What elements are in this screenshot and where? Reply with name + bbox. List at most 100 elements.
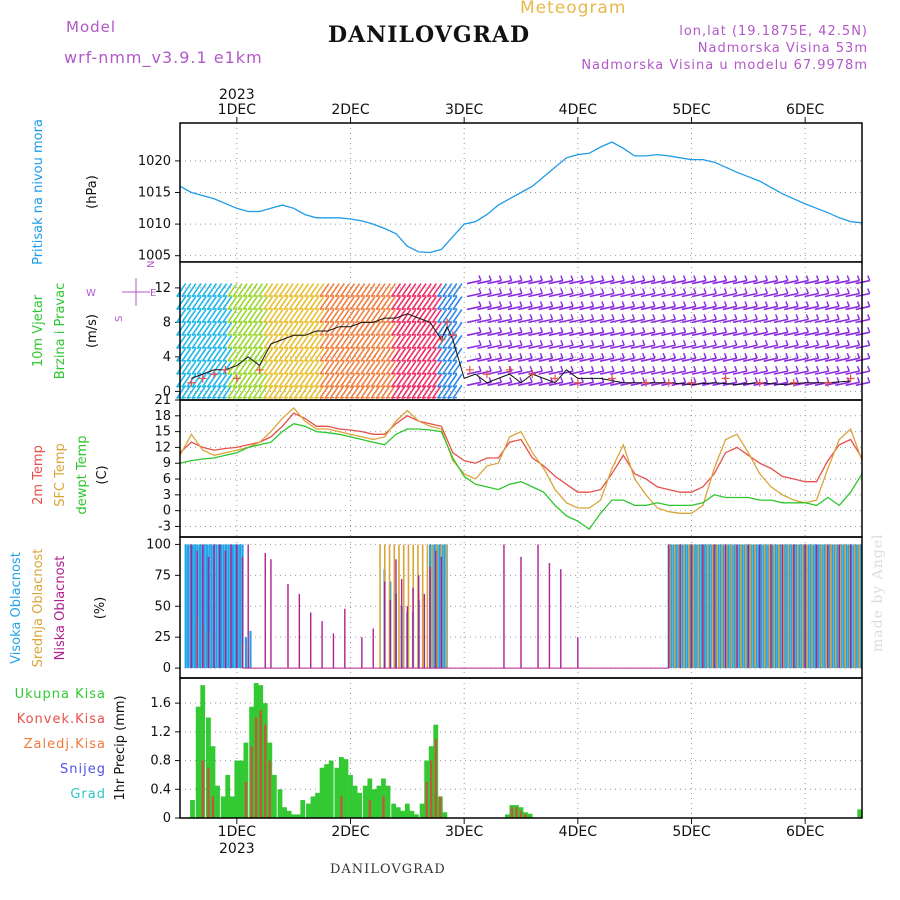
wind-barb-flag-381 [391, 333, 396, 337]
wind-barb-387 [395, 283, 407, 298]
wind-barb-409 [406, 334, 417, 349]
wind-barb-flag-312 [350, 372, 355, 375]
wind-barb-416 [411, 308, 422, 323]
wind-barb-27 [191, 283, 202, 298]
wind-barb-flag-537 [519, 352, 523, 359]
wind-barb-663 [650, 357, 666, 362]
wind-barb-flag-676 [682, 288, 687, 294]
wind-barb-flag-374 [386, 359, 391, 362]
ytick-label-2-0: -3 [158, 519, 171, 534]
wind-barb-164 [268, 308, 279, 323]
cloud-bar-48 [703, 544, 706, 669]
wind-barb-449 [426, 384, 437, 399]
cloud-bar-35 [672, 544, 675, 669]
wind-barb-399 [401, 321, 412, 336]
precip-total-bar-5 [215, 785, 220, 818]
wind-barb-flag-85 [222, 346, 227, 349]
wind-barb-flag-171 [273, 294, 279, 298]
wind-barb-flag-161 [263, 396, 268, 400]
wind-barb-flag-692 [693, 377, 697, 383]
wind-barb-805 [814, 331, 829, 337]
wind-barb-257 [319, 347, 330, 362]
wind-barb-flag-383 [391, 359, 396, 362]
wind-barb-flag-788 [805, 339, 810, 346]
cloud-bar-58 [726, 544, 730, 669]
wind-barb-634 [620, 331, 635, 337]
wind-barb-757 [763, 292, 778, 298]
wind-barb-flag-642 [642, 314, 646, 320]
wind-barb-flag-375 [386, 372, 391, 375]
wind-gust-mark-15 [607, 374, 616, 383]
wind-barb-flag-654 [652, 352, 656, 359]
wind-barb-flag-349 [370, 385, 376, 388]
wind-barb-53 [201, 384, 212, 399]
cloud-bar-113 [857, 544, 860, 669]
wind-barb-flag-451 [432, 307, 437, 311]
wind-barb-flag-15 [181, 372, 186, 375]
wind-barb-30 [191, 321, 202, 336]
wind-barb-flag-657 [662, 275, 666, 281]
wind-barb-781 [783, 370, 799, 375]
wind-barb-292 [339, 334, 351, 349]
wind-barb-flag-698 [703, 339, 707, 346]
wind-gust-mark-8 [448, 331, 457, 340]
wind-barb-143 [252, 384, 264, 399]
wind-barb-54 [206, 283, 218, 298]
wind-barb-flag-235 [309, 307, 314, 311]
wind-barb-735 [732, 357, 748, 362]
wind-barb-flag-169 [268, 385, 273, 388]
cloud-bar-220 [548, 562, 551, 669]
wind-barb-flag-411 [406, 372, 412, 375]
wind-barb-50 [201, 347, 212, 362]
wind-barb-flag-496 [478, 288, 482, 294]
wind-barb-flag-500 [478, 339, 482, 346]
wind-barb-335 [365, 308, 376, 323]
wind-barb-498 [466, 318, 482, 324]
wind-barb-285 [334, 360, 345, 375]
wind-barb-748 [753, 292, 768, 298]
wind-barb-546 [517, 357, 533, 362]
wind-barb-flag-622 [621, 288, 625, 294]
wind-barb-flag-671 [672, 339, 677, 346]
cloud-bar-69 [752, 544, 756, 669]
wind-barb-85 [222, 334, 233, 349]
cloud-bar-228 [724, 544, 727, 669]
wind-barb-460 [436, 296, 448, 310]
cloud-bar-138 [445, 544, 448, 669]
wind-barb-flag-217 [299, 307, 304, 311]
cloud-bar-134 [426, 544, 429, 669]
wind-barb-402 [401, 360, 412, 375]
wind-barb-637 [620, 370, 635, 375]
wind-barb-134 [247, 384, 258, 399]
wind-barb-flag-680 [682, 339, 687, 346]
wind-barb-231 [303, 360, 315, 375]
wind-barb-flag-444 [427, 333, 432, 337]
wind-barb-flag-360 [381, 294, 386, 298]
wind-barb-flag-187 [278, 385, 284, 388]
wind-barb-flag-341 [365, 396, 371, 400]
wind-barb-flag-466 [437, 385, 442, 388]
wind-barb-506 [477, 305, 492, 311]
wind-barb-679 [671, 331, 686, 337]
wind-barb-flag-192 [283, 333, 289, 337]
precip-conv-bar-14 [434, 739, 437, 818]
wind-barb-614 [599, 305, 615, 311]
wind-barb-flag-690 [693, 352, 697, 359]
wind-barb-379 [390, 296, 402, 310]
wind-barb-580 [558, 331, 574, 337]
wind-barb-flag-122 [243, 359, 248, 362]
cloud-bar-127 [393, 544, 396, 669]
wind-barb-697 [691, 331, 707, 337]
cloud-bar-237 [827, 544, 829, 669]
wind-barb-flag-744 [754, 352, 758, 359]
precip-conv-bar-8 [268, 760, 271, 818]
wind-barb-34 [191, 373, 202, 388]
wind-barb-522 [497, 279, 512, 285]
wind-barb-flag-406 [406, 307, 412, 311]
temp-line-2 [179, 423, 863, 530]
wind-barb-flag-727 [734, 365, 738, 372]
wind-barb-flag-806 [826, 339, 830, 346]
wind-barb-flag-638 [631, 377, 636, 383]
ytick-label-0-2: 1015 [138, 186, 171, 201]
wind-barb-730 [732, 292, 748, 298]
